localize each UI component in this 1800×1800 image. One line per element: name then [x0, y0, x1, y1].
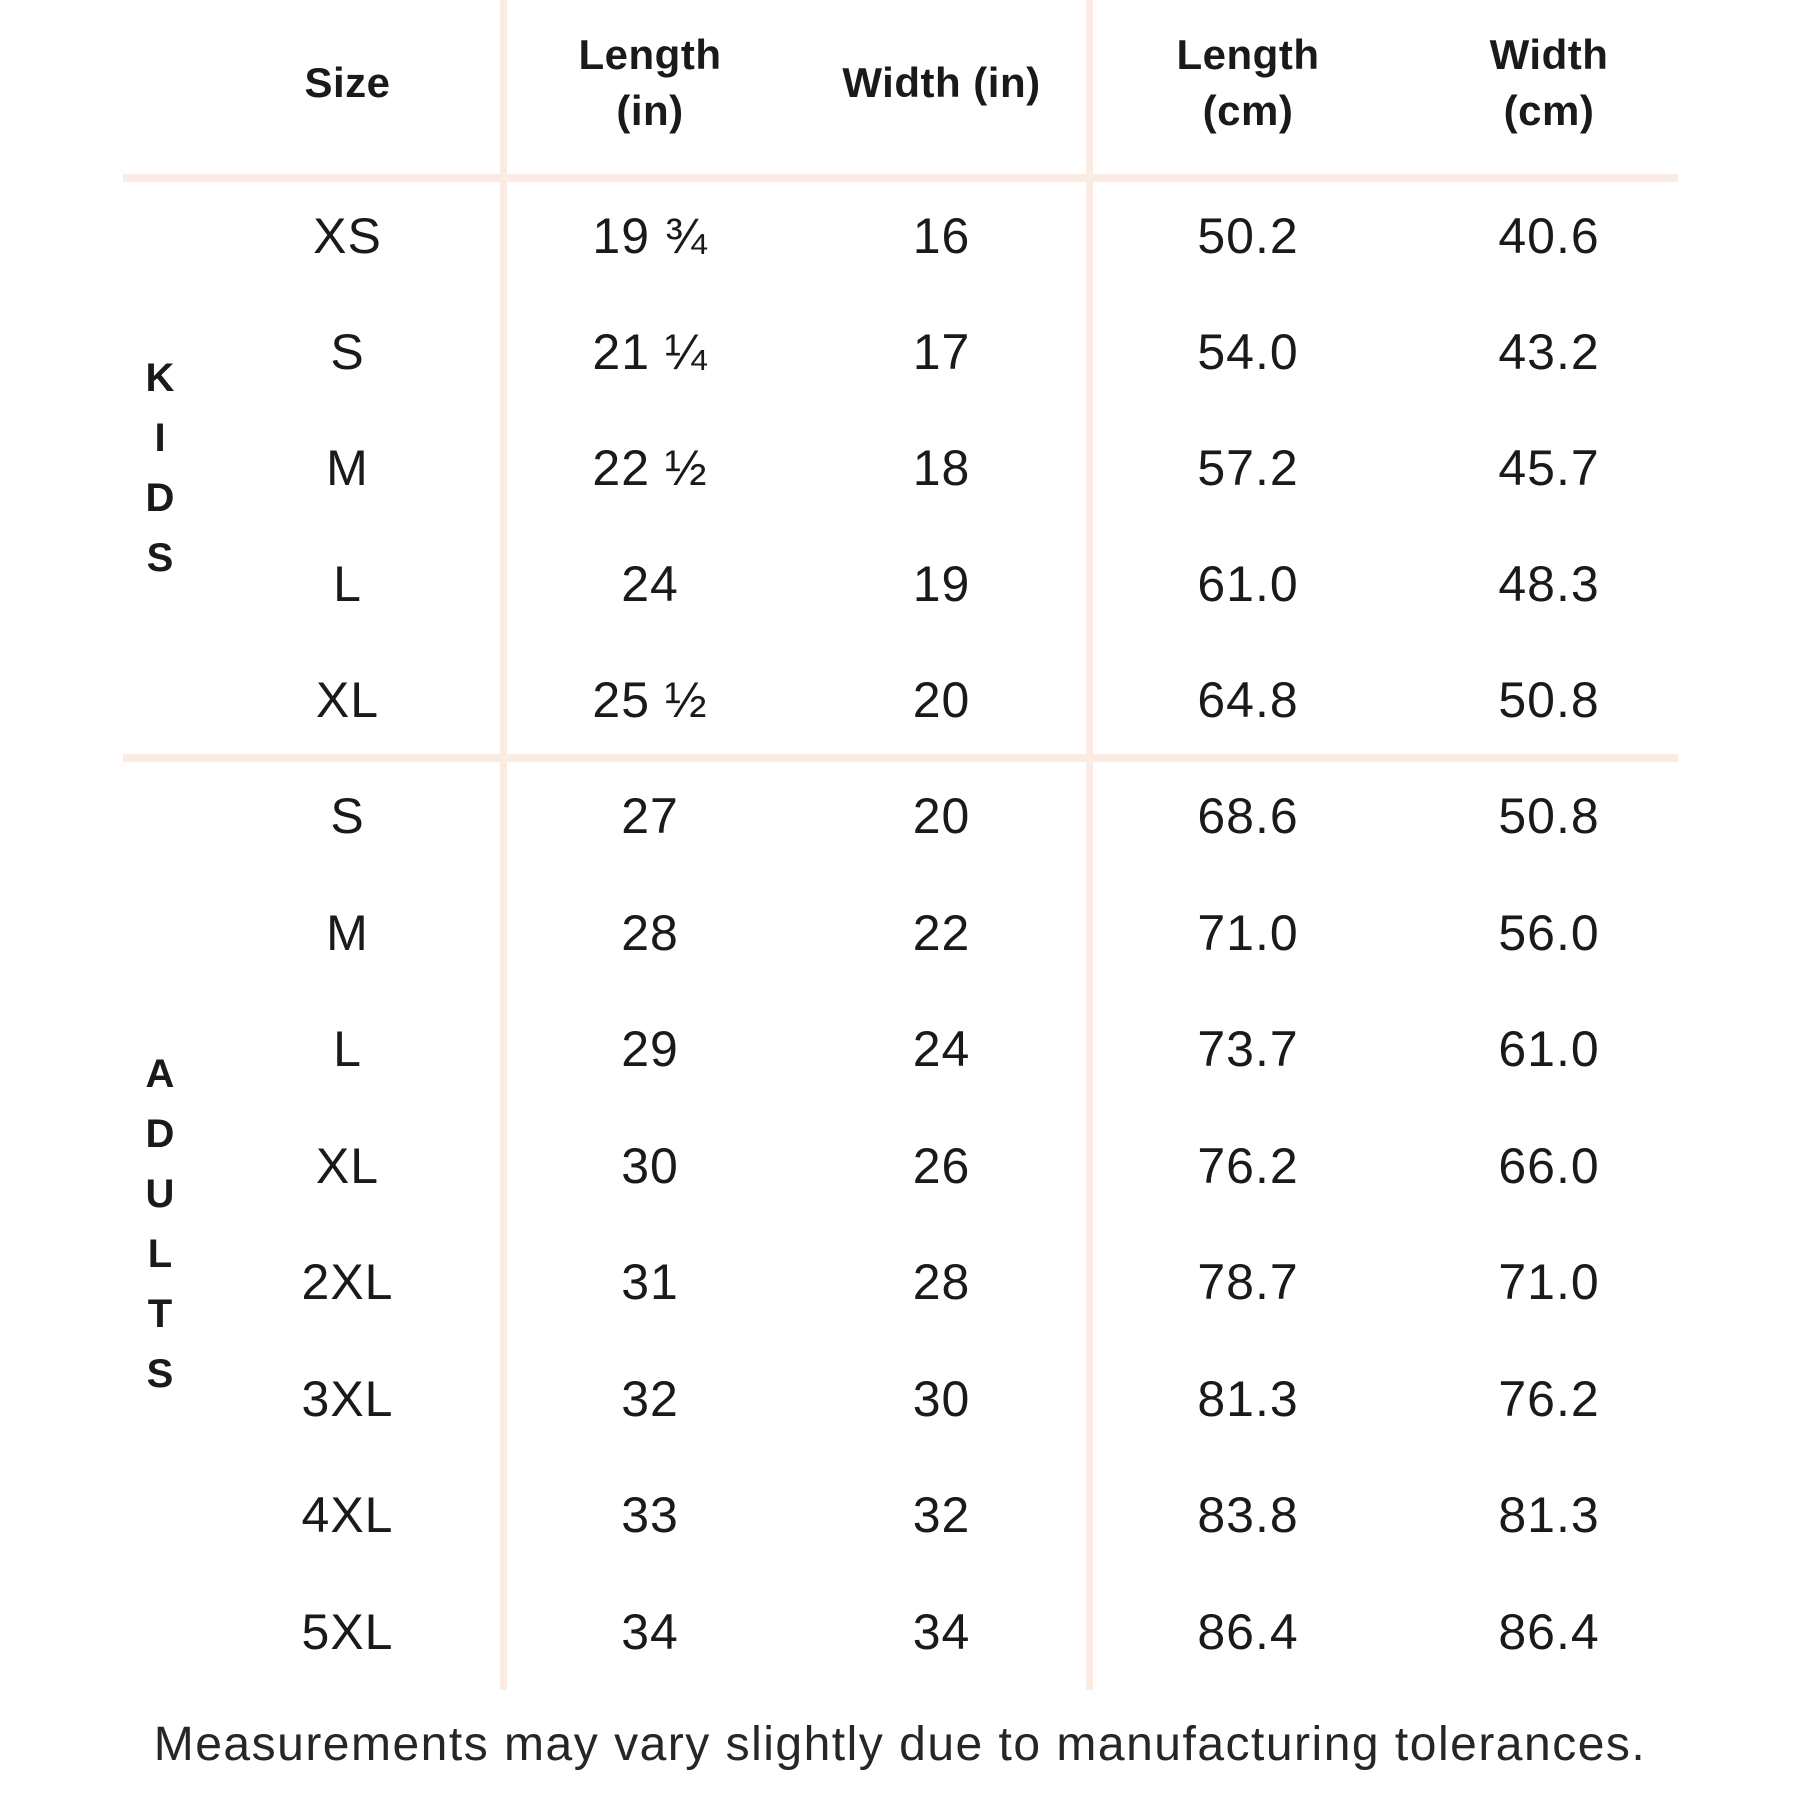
group-label-kids: KIDS — [145, 356, 175, 580]
column-header-length-cm: Length (cm) — [1176, 31, 1320, 134]
cell-adults-xl-width-in: 26 — [912, 1137, 971, 1194]
cell-kids-l-length-cm: 61.0 — [1197, 556, 1299, 612]
cell-adults-3xl-length-cm: 81.3 — [1197, 1370, 1299, 1427]
cell-kids-m-size: M — [326, 440, 369, 496]
cell-adults-m-width-in: 22 — [912, 904, 971, 961]
cell-adults-4xl-length-cm: 83.8 — [1197, 1487, 1299, 1544]
cell-adults-xl-length-cm: 76.2 — [1197, 1137, 1299, 1194]
cell-kids-m-length-in: 22 ½ — [592, 440, 708, 496]
cell-adults-m-width-cm: 56.0 — [1498, 904, 1600, 961]
cell-kids-l-width-in: 19 — [912, 556, 971, 612]
cell-adults-4xl-width-in: 32 — [912, 1487, 971, 1544]
cell-kids-s-length-in: 21 ¼ — [592, 324, 708, 380]
cell-adults-xl-length-in: 30 — [621, 1137, 679, 1194]
cell-adults-m-size: M — [326, 904, 369, 961]
cell-adults-xl-size: XL — [315, 1137, 380, 1194]
cell-kids-xl-length-cm: 64.8 — [1197, 672, 1299, 728]
cell-kids-l-length-in: 24 — [621, 556, 679, 612]
cell-adults-m-length-cm: 71.0 — [1197, 904, 1299, 961]
cell-adults-3xl-width-in: 30 — [912, 1370, 971, 1427]
size-chart-table: Size Length (in) Width (in) Length (cm) … — [145, 31, 1609, 1660]
cell-adults-4xl-size: 4XL — [301, 1487, 394, 1544]
cell-kids-xl-width-cm: 50.8 — [1498, 672, 1600, 728]
cell-kids-xs-length-cm: 50.2 — [1197, 208, 1299, 264]
column-header-width-cm: Width (cm) — [1489, 31, 1609, 134]
cell-kids-s-length-cm: 54.0 — [1197, 324, 1299, 380]
cell-kids-m-length-cm: 57.2 — [1197, 440, 1299, 496]
cell-adults-l-width-cm: 61.0 — [1498, 1021, 1600, 1078]
cell-adults-3xl-size: 3XL — [301, 1370, 394, 1427]
cell-adults-l-width-in: 24 — [912, 1021, 971, 1078]
cell-kids-m-width-cm: 45.7 — [1498, 440, 1600, 496]
cell-adults-l-length-in: 29 — [621, 1021, 679, 1078]
cell-kids-xs-length-in: 19 ¾ — [592, 208, 708, 264]
cell-adults-s-length-in: 27 — [621, 788, 679, 845]
column-header-width-in: Width (in) — [842, 59, 1041, 106]
cell-kids-m-width-in: 18 — [912, 440, 971, 496]
cell-kids-xl-size: XL — [315, 672, 380, 728]
cell-adults-2xl-size: 2XL — [301, 1254, 394, 1311]
cell-adults-2xl-length-cm: 78.7 — [1197, 1254, 1299, 1311]
vertical-divider-2 — [1086, 0, 1093, 1690]
cell-adults-s-width-in: 20 — [912, 788, 971, 845]
cell-kids-xl-length-in: 25 ½ — [592, 672, 708, 728]
cell-adults-s-size: S — [330, 788, 365, 845]
column-header-size: Size — [304, 59, 391, 106]
cell-adults-5xl-length-in: 34 — [621, 1603, 679, 1660]
cell-adults-2xl-width-cm: 71.0 — [1498, 1254, 1600, 1311]
cell-adults-5xl-length-cm: 86.4 — [1197, 1603, 1299, 1660]
cell-adults-2xl-length-in: 31 — [621, 1254, 679, 1311]
cell-adults-l-size: L — [333, 1021, 362, 1078]
cell-adults-2xl-width-in: 28 — [912, 1254, 971, 1311]
cell-kids-xs-width-in: 16 — [912, 208, 971, 264]
cell-adults-l-length-cm: 73.7 — [1197, 1021, 1299, 1078]
tolerance-footnote: Measurements may vary slightly due to ma… — [153, 1717, 1647, 1771]
cell-adults-5xl-size: 5XL — [301, 1603, 394, 1660]
cell-adults-m-length-in: 28 — [621, 904, 679, 961]
cell-kids-l-size: L — [333, 556, 362, 612]
group-label-adults: ADULTS — [145, 1052, 175, 1396]
cell-adults-3xl-width-cm: 76.2 — [1498, 1370, 1600, 1427]
cell-adults-s-width-cm: 50.8 — [1498, 788, 1600, 845]
kids-adults-divider-line — [123, 754, 1678, 762]
cell-kids-xs-width-cm: 40.6 — [1498, 208, 1600, 264]
cell-kids-l-width-cm: 48.3 — [1498, 556, 1600, 612]
cell-kids-s-width-cm: 43.2 — [1498, 324, 1600, 380]
cell-kids-xl-width-in: 20 — [912, 672, 971, 728]
cell-adults-4xl-width-cm: 81.3 — [1498, 1487, 1600, 1544]
cell-adults-s-length-cm: 68.6 — [1197, 788, 1299, 845]
cell-adults-xl-width-cm: 66.0 — [1498, 1137, 1600, 1194]
cell-kids-xs-size: XS — [313, 208, 382, 264]
cell-kids-s-size: S — [330, 324, 365, 380]
cell-adults-5xl-width-cm: 86.4 — [1498, 1603, 1600, 1660]
vertical-divider-1 — [500, 0, 507, 1690]
cell-adults-5xl-width-in: 34 — [912, 1603, 971, 1660]
column-header-length-in: Length (in) — [578, 31, 722, 134]
header-divider-line — [123, 174, 1678, 182]
cell-kids-s-width-in: 17 — [912, 324, 971, 380]
cell-adults-3xl-length-in: 32 — [621, 1370, 679, 1427]
cell-adults-4xl-length-in: 33 — [621, 1487, 679, 1544]
